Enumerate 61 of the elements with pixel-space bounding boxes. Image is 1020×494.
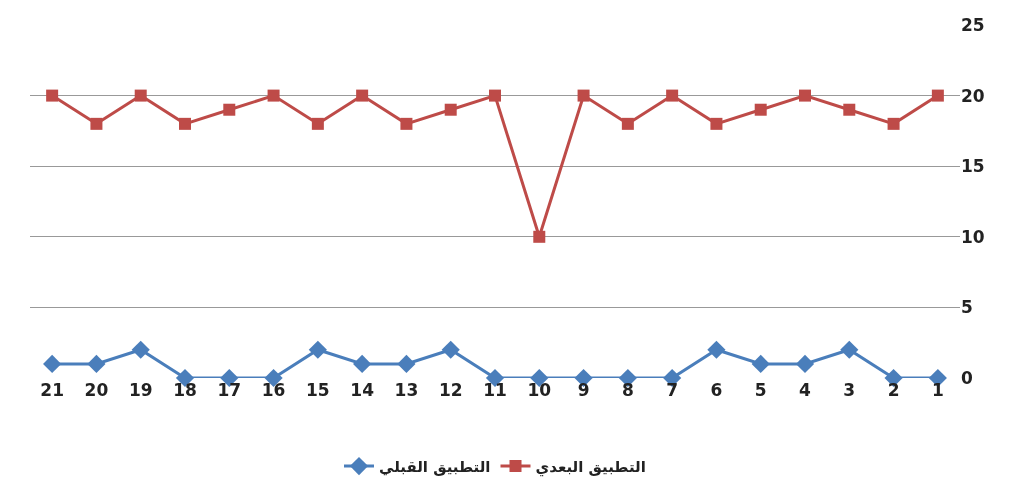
- point: [799, 89, 811, 102]
- x-tick-label: 3: [843, 380, 856, 400]
- point: [43, 354, 62, 373]
- point: [400, 117, 413, 130]
- legend-label: التطبيق البعدي: [535, 457, 646, 477]
- point: [533, 230, 546, 243]
- y-tick-label: 20: [961, 85, 985, 106]
- y-tick-label: 5: [961, 297, 973, 318]
- x-tick-label: 13: [394, 380, 419, 400]
- x-tick-label: 2: [887, 380, 900, 400]
- point: [179, 117, 191, 130]
- point: [134, 89, 147, 102]
- x-tick-label: 16: [261, 380, 286, 400]
- x-tick-label: 12: [438, 380, 463, 400]
- point: [308, 340, 327, 359]
- x-tick-label: 14: [350, 380, 375, 400]
- point: [90, 117, 103, 130]
- x-tick-label: 20: [84, 380, 109, 400]
- point: [931, 89, 944, 102]
- x-tick-label: 18: [173, 380, 197, 400]
- x-tick-label: 1: [931, 380, 944, 400]
- point: [489, 89, 501, 102]
- x-tick-label: 6: [710, 380, 723, 400]
- x-tick-label: 8: [621, 380, 634, 400]
- point: [87, 354, 106, 373]
- legend-label: التطبيق القبلي: [379, 457, 491, 476]
- x-tick-label: 10: [527, 380, 552, 400]
- point: [754, 103, 767, 116]
- x-tick-label: 5: [754, 380, 767, 400]
- y-tick-label: 25: [961, 14, 985, 35]
- point: [356, 89, 369, 102]
- y-tick-label: 15: [961, 156, 985, 177]
- point: [267, 89, 280, 102]
- point: [887, 117, 900, 130]
- x-tick-label: 19: [128, 380, 153, 400]
- point: [444, 103, 457, 116]
- x-tick-label: 15: [306, 380, 330, 400]
- point: [397, 354, 416, 373]
- point: [223, 103, 236, 116]
- point: [441, 340, 460, 359]
- point: [707, 340, 726, 359]
- point: [840, 340, 859, 359]
- y-tick-label: 0: [961, 367, 973, 388]
- point: [843, 103, 856, 116]
- point: [710, 117, 723, 130]
- point: [353, 354, 372, 373]
- point: [311, 117, 324, 130]
- point: [795, 354, 815, 373]
- x-tick-label: 7: [666, 380, 679, 400]
- x-tick-label: 9: [577, 380, 590, 400]
- x-tick-label: 4: [799, 380, 812, 400]
- point: [751, 354, 770, 373]
- y-tick-label: 10: [961, 226, 985, 247]
- x-tick-label: 17: [217, 380, 242, 400]
- point: [666, 89, 679, 102]
- point: [577, 89, 590, 102]
- point: [131, 340, 150, 359]
- point: [621, 117, 634, 130]
- point: [46, 89, 59, 102]
- x-tick-label: 21: [40, 380, 64, 400]
- x-tick-label: 11: [483, 380, 507, 400]
